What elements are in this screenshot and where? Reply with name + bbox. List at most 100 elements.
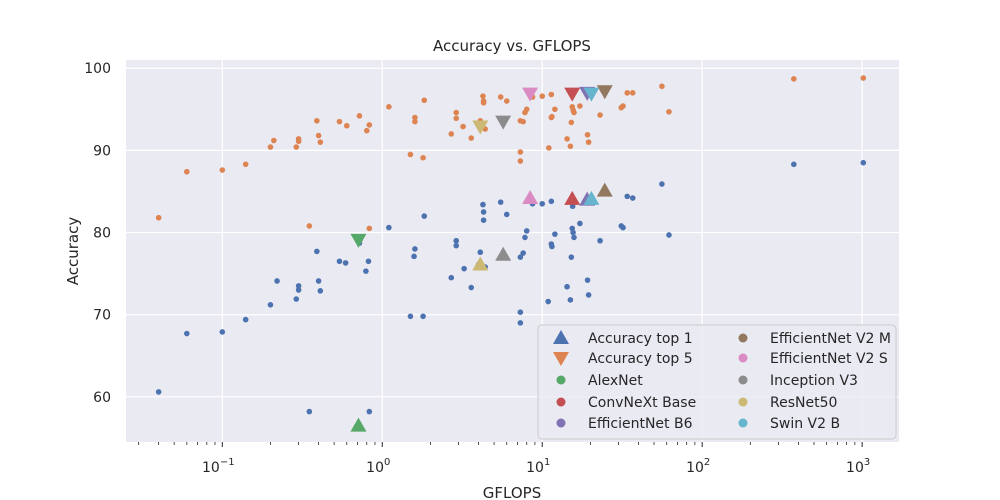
top1-point <box>336 258 343 265</box>
top5-efficientnet-v2-s-marker <box>522 87 539 102</box>
top5-point <box>412 114 418 121</box>
top1-point <box>480 201 486 208</box>
top5-point <box>546 145 552 151</box>
top1-point <box>585 292 592 298</box>
top1-inception-v3-marker <box>495 246 512 261</box>
top1-point <box>517 254 524 260</box>
top5-point <box>271 137 277 144</box>
top5-point <box>666 108 672 115</box>
x-tick-exponent: −1 <box>220 457 235 468</box>
top5-point <box>860 75 867 81</box>
top1-point <box>564 283 570 290</box>
top5-alexnet-marker <box>350 233 367 248</box>
top5-point <box>460 123 466 130</box>
top5-point <box>468 135 475 141</box>
top1-point <box>365 258 372 265</box>
top5-point <box>503 98 510 104</box>
top1-point <box>480 217 487 223</box>
top5-point <box>267 144 274 150</box>
top1-point <box>497 199 504 205</box>
top5-efficientnet-v2-m-marker <box>596 85 613 100</box>
top1-point <box>548 198 555 205</box>
top5-point <box>356 113 363 119</box>
top1-point <box>219 329 226 335</box>
legend-marker-convnext-base <box>556 397 566 407</box>
top1-point <box>552 231 558 237</box>
top1-point <box>522 234 528 241</box>
top5-point <box>571 109 577 116</box>
top5-point <box>584 131 591 138</box>
top1-point <box>468 284 475 291</box>
y-axis-label: Accuracy <box>64 217 82 286</box>
top1-point <box>477 249 484 256</box>
top5-point <box>407 151 414 158</box>
top1-point <box>503 211 510 218</box>
top1-point <box>453 237 460 244</box>
top1-swin-v2-b-marker <box>583 190 600 205</box>
top1-point <box>584 277 591 283</box>
top1-point <box>314 248 320 255</box>
top1-point <box>520 250 526 256</box>
top5-point <box>242 161 249 168</box>
top1-point <box>420 313 426 320</box>
top1-alexnet-marker <box>350 417 367 432</box>
highlighted-points <box>350 85 613 432</box>
top1-point <box>448 274 455 281</box>
top5-point <box>421 97 428 104</box>
top1-point <box>274 278 280 284</box>
top5-point <box>317 139 324 145</box>
top5-point <box>497 94 504 100</box>
top5-point <box>577 103 583 109</box>
legend-marker-accuracy-top-5 <box>553 352 569 366</box>
top5-point <box>791 76 797 82</box>
x-tick-label: 10−1 <box>202 457 235 476</box>
top1-point <box>461 265 467 272</box>
top5-point <box>517 158 524 164</box>
legend-label-accuracy-top-5: Accuracy top 5 <box>588 351 693 367</box>
legend-label-efficientnet-v2-m: EfficientNet V2 M <box>770 331 891 347</box>
top1-point <box>242 316 249 323</box>
top1-point <box>267 302 274 308</box>
top5-point <box>597 112 603 118</box>
top5-point <box>520 118 526 125</box>
top5-inception-v3-marker <box>495 115 512 130</box>
top5-point <box>293 144 300 150</box>
top1-point <box>666 232 672 238</box>
legend-marker-inception-v3 <box>738 375 748 385</box>
top5-point <box>420 154 426 161</box>
top1-point <box>315 278 322 284</box>
top5-point <box>629 90 636 96</box>
top5-point <box>548 91 555 98</box>
top1-point <box>317 288 324 294</box>
x-tick-exponent: 0 <box>384 457 390 468</box>
top1-point <box>545 298 552 305</box>
top1-efficientnet-v2-s-marker <box>522 190 539 205</box>
top1-point <box>453 242 460 249</box>
top1-point <box>184 330 190 337</box>
legend-label-efficientnet-b6: EfficientNet B6 <box>588 416 693 432</box>
top5-point <box>412 118 418 125</box>
top5-point <box>517 149 524 155</box>
legend: Accuracy top 1 Accuracy top 5 AlexNet ConvN… <box>537 324 897 440</box>
top1-point <box>517 320 524 326</box>
top5-point <box>523 106 530 113</box>
top5-point <box>567 143 574 150</box>
top1-point <box>411 253 417 260</box>
top5-point <box>549 113 555 120</box>
top1-point <box>480 209 487 215</box>
top1-point <box>306 408 313 415</box>
x-tick-label: 100 <box>366 457 390 476</box>
x-tick-exponent: 3 <box>864 457 870 468</box>
legend-marker-resnet50 <box>738 397 748 407</box>
top5-point <box>552 106 558 113</box>
top5-point <box>453 109 460 116</box>
top1-point <box>571 234 577 241</box>
legend-marker-alexnet <box>556 375 566 385</box>
top1-point <box>407 313 414 320</box>
y-tick-label: 100 <box>84 61 111 77</box>
x-tick-label: 102 <box>686 457 710 476</box>
x-tick-label: 101 <box>526 457 550 476</box>
legend-box <box>537 324 897 440</box>
y-tick-label: 80 <box>93 226 111 242</box>
top1-point <box>293 296 300 302</box>
